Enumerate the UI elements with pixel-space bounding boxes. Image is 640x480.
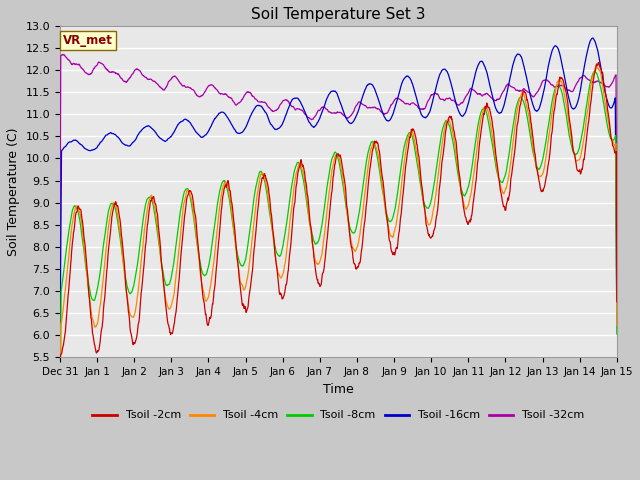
Y-axis label: Soil Temperature (C): Soil Temperature (C) xyxy=(7,127,20,256)
Text: VR_met: VR_met xyxy=(63,34,113,47)
Legend: Tsoil -2cm, Tsoil -4cm, Tsoil -8cm, Tsoil -16cm, Tsoil -32cm: Tsoil -2cm, Tsoil -4cm, Tsoil -8cm, Tsoi… xyxy=(88,406,589,425)
X-axis label: Time: Time xyxy=(323,383,354,396)
Title: Soil Temperature Set 3: Soil Temperature Set 3 xyxy=(251,7,426,22)
